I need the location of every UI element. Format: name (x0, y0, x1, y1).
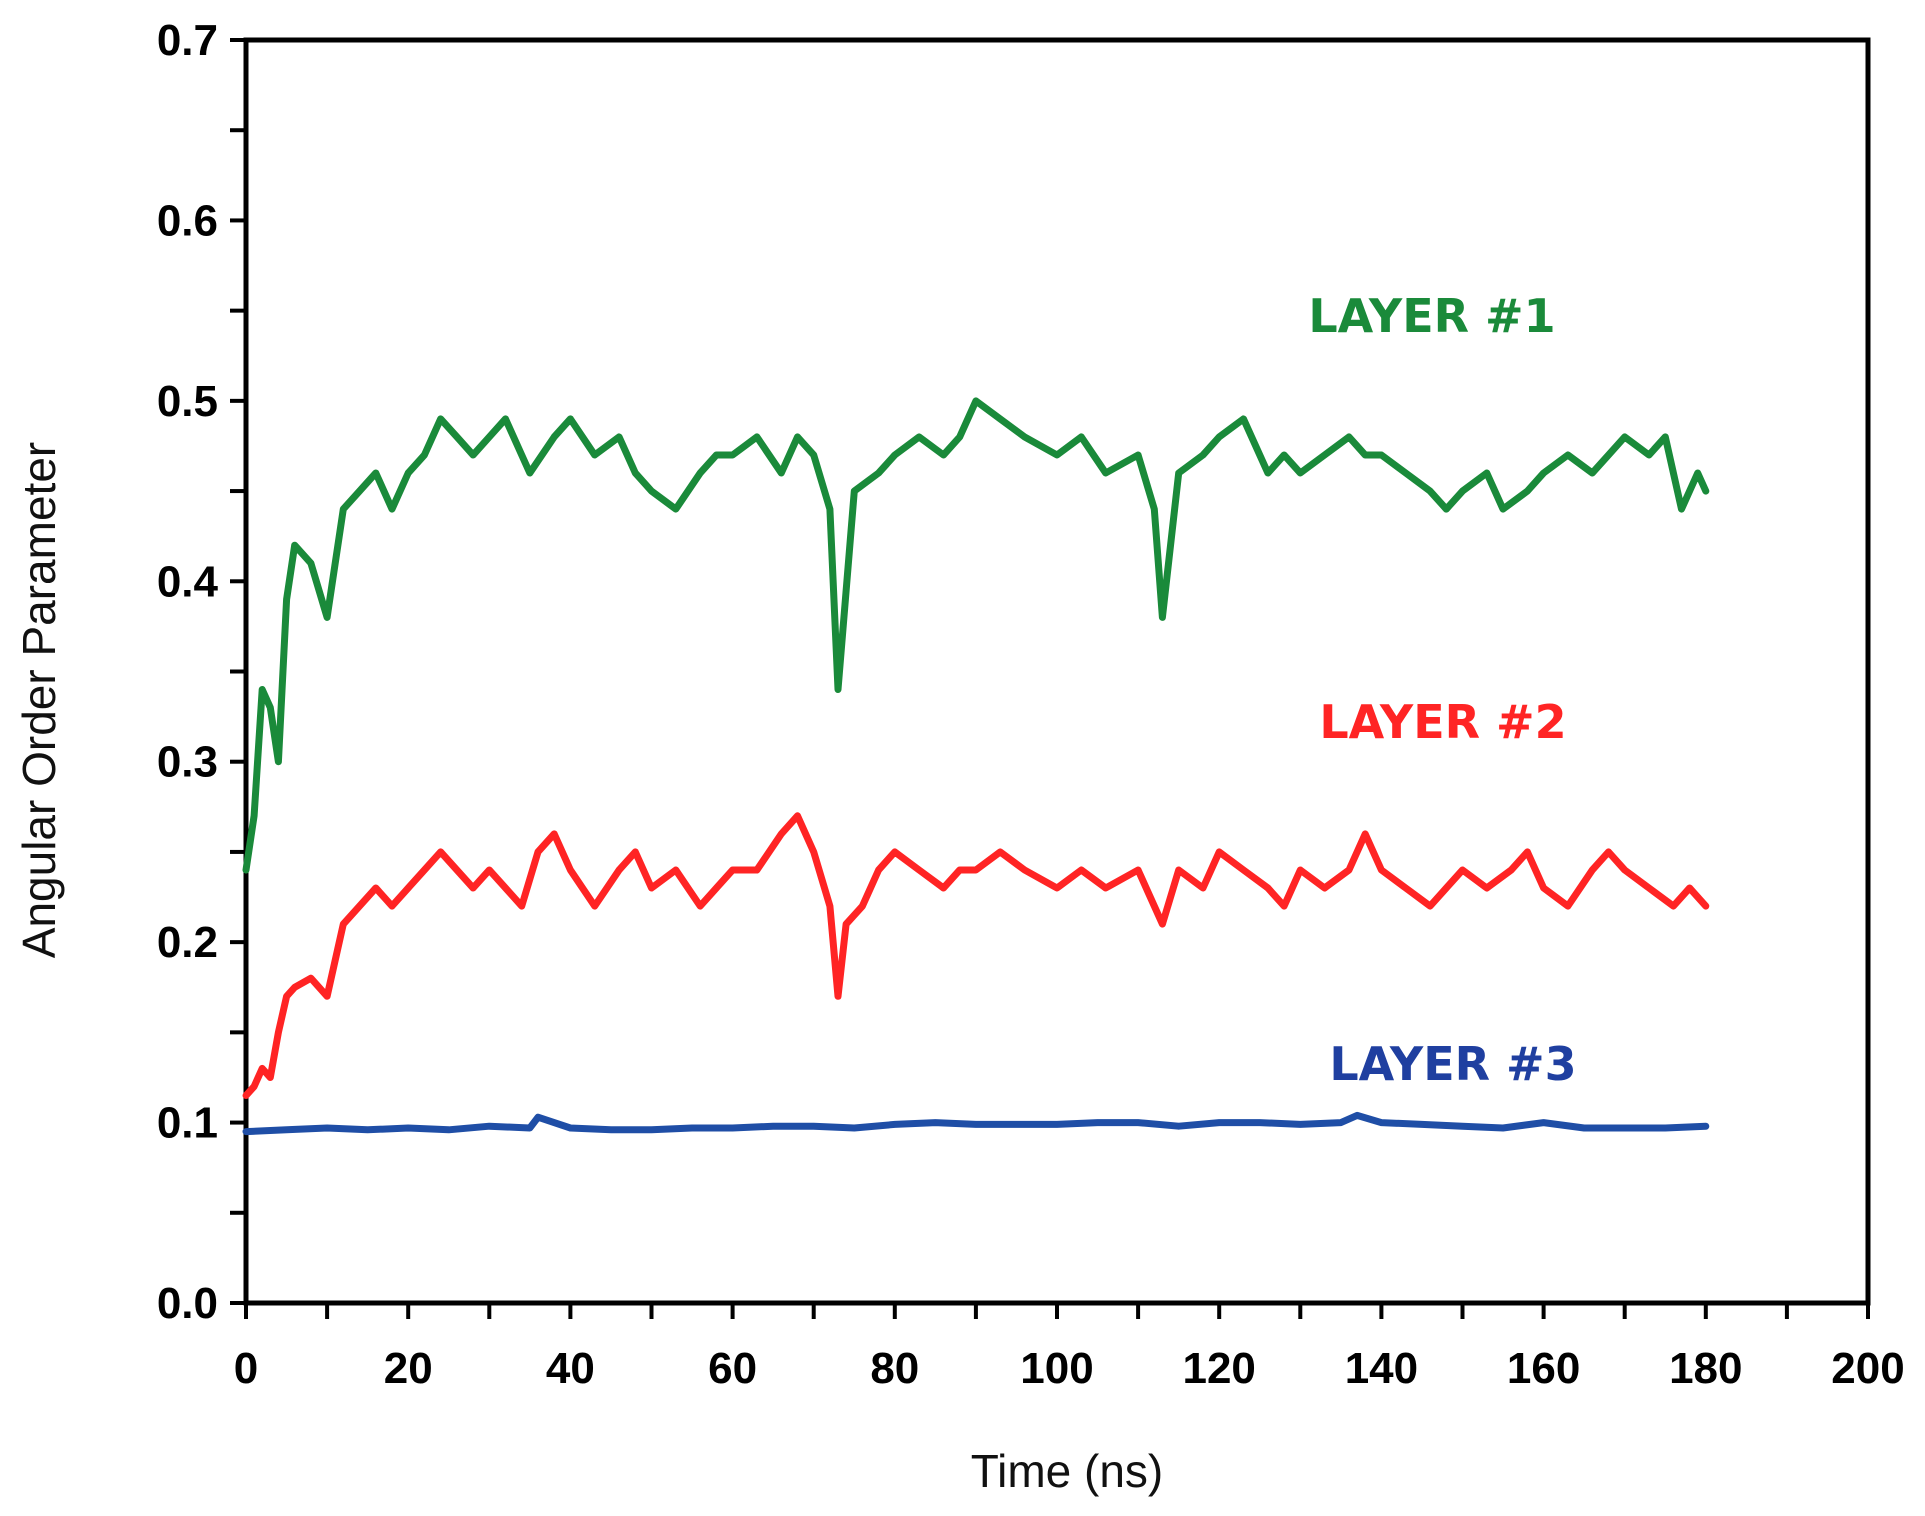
x-axis-ticks (244, 1303, 1870, 1319)
x-tick-label: 140 (1345, 1344, 1418, 1393)
plot-frame (243, 37, 1871, 1306)
y-tick-label: 0.1 (157, 1099, 218, 1148)
series-line-layer-3 (242, 1111, 1710, 1136)
x-tick-label: 100 (1020, 1344, 1093, 1393)
y-tick-label: 0.0 (157, 1279, 218, 1328)
series-label-layer-1: LAYER #1 (1308, 289, 1555, 343)
x-tick-label: 160 (1507, 1344, 1580, 1393)
y-tick-label: 0.5 (157, 377, 218, 426)
x-tick-label: 180 (1669, 1344, 1742, 1393)
x-tick-label: 40 (546, 1344, 595, 1393)
x-tick-label: 0 (234, 1344, 258, 1393)
series-label-layer-3: LAYER #3 (1329, 1037, 1576, 1091)
y-tick-label: 0.2 (157, 918, 218, 967)
series-lines (242, 397, 1710, 1136)
series-line-layer-1 (242, 397, 1710, 874)
series-line-layer-2 (242, 812, 1710, 1099)
y-tick-label: 0.4 (157, 557, 219, 606)
y-axis-title: Angular Order Parameter (13, 442, 65, 958)
y-axis-tick-labels: 0.0 0.1 0.2 0.3 0.4 0.5 0.6 0.7 (157, 16, 219, 1328)
x-axis-title: Time (ns) (971, 1445, 1164, 1497)
y-tick-label: 0.6 (157, 196, 218, 245)
x-tick-label: 200 (1831, 1344, 1904, 1393)
x-tick-label: 80 (870, 1344, 919, 1393)
y-axis-ticks (230, 38, 246, 1305)
x-tick-label: 20 (384, 1344, 433, 1393)
y-tick-label: 0.3 (157, 738, 218, 787)
series-label-layer-2: LAYER #2 (1319, 695, 1566, 749)
x-axis-tick-labels: 0 20 40 60 80 100 120 140 160 180 200 (234, 1344, 1905, 1393)
y-tick-label: 0.7 (157, 16, 218, 65)
x-tick-label: 60 (708, 1344, 757, 1393)
x-tick-label: 120 (1182, 1344, 1255, 1393)
